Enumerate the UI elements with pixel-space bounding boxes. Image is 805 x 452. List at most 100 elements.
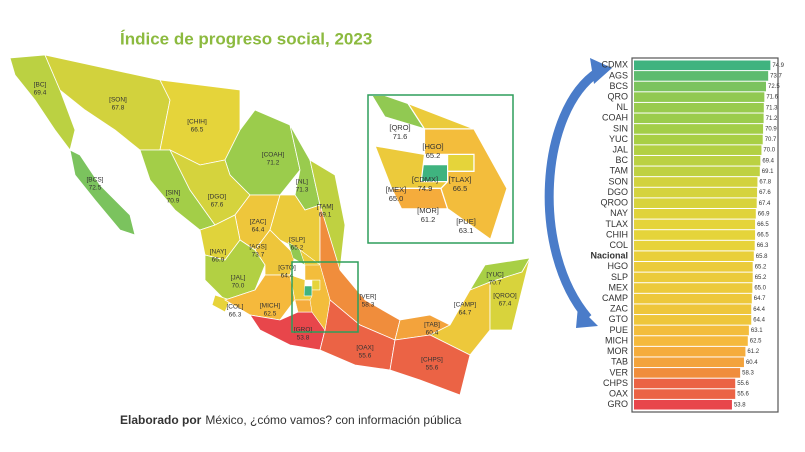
state-name: [VER] — [360, 294, 377, 301]
inset-state-value: 65.0 — [389, 194, 404, 203]
bar — [634, 325, 749, 336]
bar — [634, 389, 736, 399]
value-label: 55.6 — [737, 392, 749, 398]
bar — [634, 102, 764, 113]
state-name: [NL] — [296, 179, 308, 186]
bar — [634, 262, 753, 272]
category-label: VER — [609, 367, 628, 377]
zoom-area — [291, 261, 359, 333]
bar — [634, 251, 754, 262]
inset-state — [447, 153, 475, 172]
category-label: PUE — [609, 325, 628, 335]
value-label: 70.7 — [765, 137, 777, 143]
category-label: BC — [615, 155, 628, 165]
state-value: 64.7 — [459, 310, 472, 317]
footer-text: México, ¿cómo vamos? con información púb… — [205, 413, 461, 427]
bar — [634, 92, 765, 102]
category-label: SIN — [613, 123, 628, 133]
state-name: [SON] — [109, 97, 127, 104]
inset-state-name: [TLAX] — [449, 175, 472, 184]
bar — [634, 293, 752, 304]
state — [211, 294, 231, 313]
value-label: 71.3 — [766, 105, 778, 111]
value-label: 63.1 — [751, 328, 763, 334]
state-name: [CAMP] — [454, 302, 477, 309]
value-label: 70.0 — [763, 148, 775, 154]
state-name: [COAH] — [262, 152, 285, 159]
bar-frame — [631, 57, 779, 413]
bar — [634, 81, 766, 92]
category-label: SON — [608, 176, 628, 186]
state-name: [CHIH] — [187, 119, 207, 126]
inset-state-value: 61.2 — [421, 215, 436, 224]
state-name: [BC] — [34, 82, 47, 89]
inset-state-name: [HGO] — [422, 142, 443, 151]
value-label: 73.7 — [770, 73, 782, 79]
value-label: 67.4 — [759, 201, 771, 207]
bar — [634, 315, 752, 325]
state — [304, 264, 331, 331]
state-name: [ZAC] — [250, 219, 267, 226]
state-value: 73.7 — [252, 252, 265, 259]
state-name: [TAM] — [317, 204, 334, 211]
bar — [634, 187, 758, 198]
value-label: 70.9 — [765, 127, 777, 133]
state — [69, 149, 136, 236]
category-label: CDMX — [602, 60, 629, 70]
state — [311, 279, 321, 291]
state-value: 71.2 — [267, 160, 280, 167]
state-name: [YUC] — [486, 272, 504, 279]
bar — [634, 357, 744, 368]
arrow-head — [576, 306, 598, 328]
state-name: [BCS] — [87, 177, 104, 184]
bar — [634, 378, 736, 389]
bar — [634, 230, 756, 240]
state-name: [NAY] — [210, 249, 227, 256]
bar — [634, 113, 764, 124]
inset-state — [423, 128, 508, 241]
state-name: [COL] — [227, 304, 244, 311]
category-label: COL — [609, 240, 628, 250]
value-label: 66.5 — [757, 222, 769, 228]
state-name: [GTO] — [278, 265, 296, 272]
bar — [634, 177, 758, 187]
state — [489, 257, 531, 331]
category-label: JAL — [612, 145, 628, 155]
category-label: TAB — [611, 357, 628, 367]
category-label: Nacional — [590, 251, 628, 261]
state-name: [SLP] — [289, 237, 305, 244]
state-name: [MICH] — [260, 303, 280, 310]
state-value: 65.2 — [291, 245, 304, 252]
state-value: 66.5 — [191, 127, 204, 134]
category-label: COAH — [602, 113, 628, 123]
state-value: 62.5 — [264, 311, 277, 318]
bar — [634, 368, 741, 378]
map: [BC]69.4 [SON]67.8 [CHIH]66.5 [COAH]71.2 [BC… — [9, 54, 531, 396]
state-value: 55.6 — [426, 365, 439, 372]
category-label: OAX — [609, 388, 628, 398]
category-label: NAY — [610, 208, 628, 218]
category-label: BCS — [609, 81, 628, 91]
category-label: TLAX — [605, 219, 628, 229]
category-label: SLP — [611, 272, 628, 282]
bar — [634, 145, 762, 155]
category-label: GRO — [607, 399, 628, 409]
category-label: DGO — [607, 187, 628, 197]
category-label: TAM — [610, 166, 628, 176]
inset-state-name: [MOR] — [417, 206, 439, 215]
state-value: 69.4 — [34, 90, 47, 97]
value-label: 66.9 — [758, 211, 770, 217]
state-value: 71.3 — [296, 187, 309, 194]
value-label: 61.2 — [747, 349, 759, 355]
state-value: 66.3 — [229, 312, 242, 319]
bar — [634, 124, 764, 134]
state-value: 67.8 — [112, 105, 125, 112]
state-name: [AGS] — [249, 244, 267, 251]
category-label: AGS — [609, 70, 628, 80]
state — [389, 334, 471, 396]
inset-state-value: 65.2 — [426, 151, 441, 160]
value-label: 53.8 — [734, 402, 746, 408]
value-label: 64.4 — [753, 317, 765, 323]
